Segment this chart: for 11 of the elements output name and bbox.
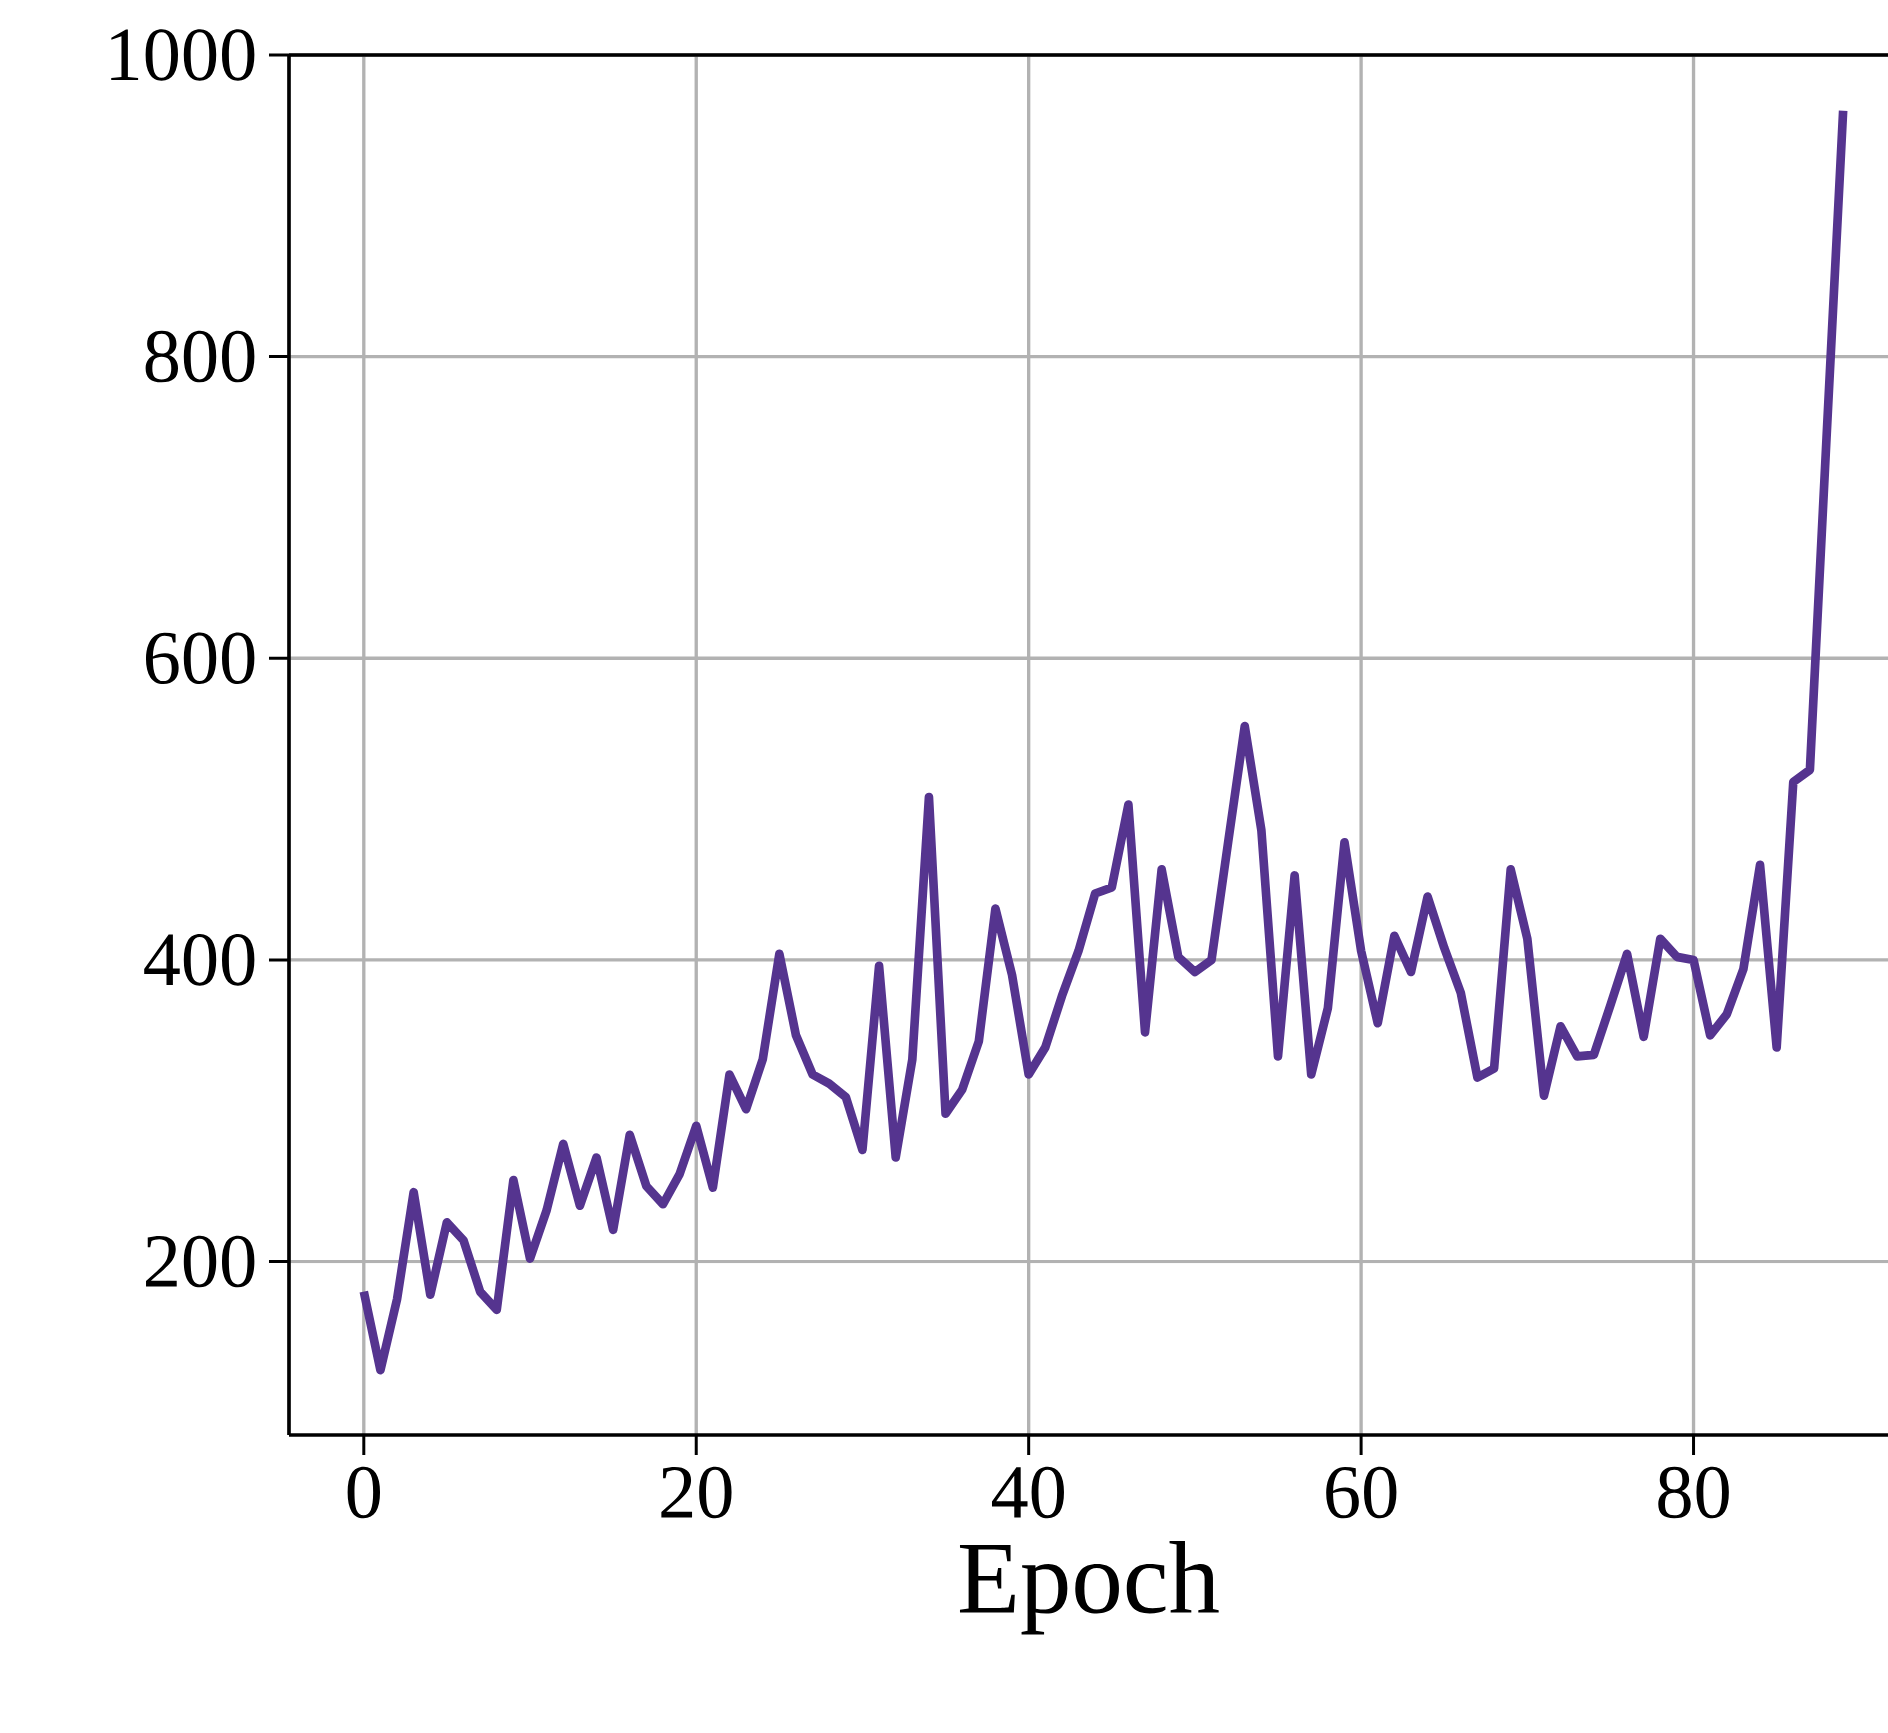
y-tick-label: 1000 [111,29,255,81]
y-tick-label: 200 [146,1235,255,1288]
x-tick-label: 40 [991,1466,1064,1519]
y-tick-label: 600 [145,632,255,685]
x-tick-label: 0 [347,1466,381,1519]
x-axis-title: Epoch [959,1541,1219,1635]
x-tick-label: 80 [1658,1466,1729,1519]
x-tick-label: 20 [661,1466,732,1519]
y-tick-label: 800 [145,330,255,383]
y-tick-label: 400 [144,934,255,986]
x-tick-label: 60 [1326,1466,1397,1519]
